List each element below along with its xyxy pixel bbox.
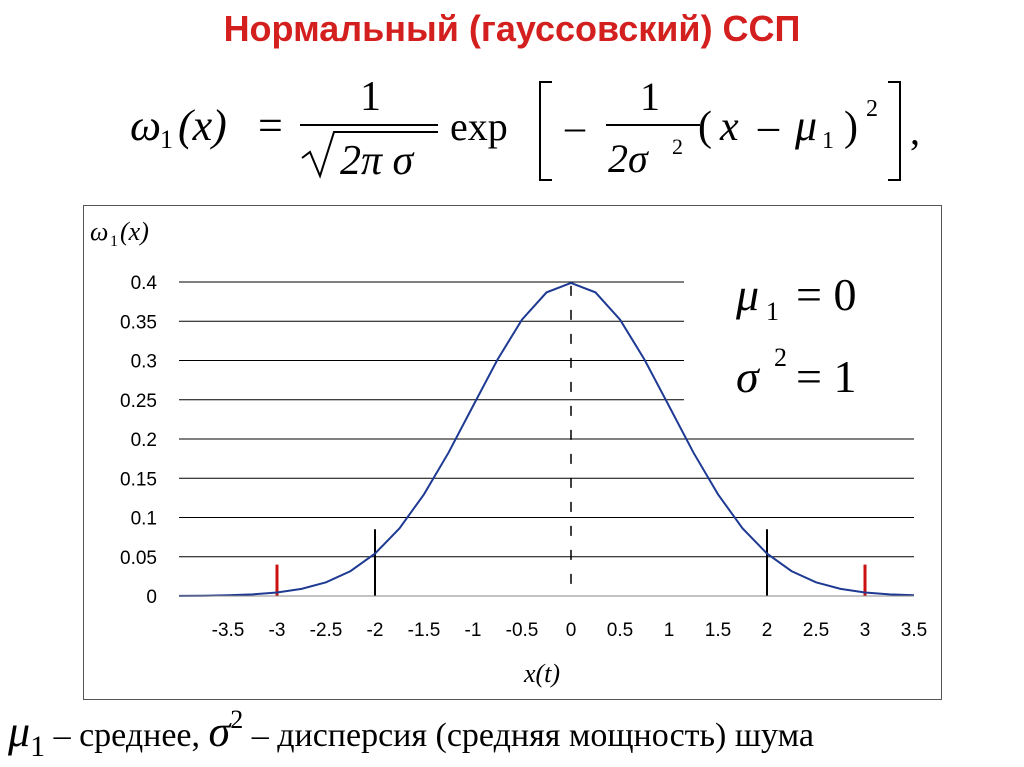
y-tick-label: 0.25 <box>120 391 157 412</box>
x-tick-label: 2 <box>762 620 773 641</box>
x-tick-label: 3 <box>860 620 871 641</box>
annotation-mu-eq: = 0 <box>796 269 856 320</box>
y-tick-label: 0.4 <box>131 273 158 294</box>
caption-mu-sub: 1 <box>30 730 46 763</box>
y-tick-label: 0.2 <box>131 430 157 451</box>
chart-grid <box>179 281 914 558</box>
x-tick-label: 1.5 <box>705 620 731 641</box>
y-axis-label-sub: 1 <box>110 233 118 250</box>
formula-equals: = <box>258 101 283 150</box>
formula-sqrt-content: 2π σ <box>340 138 416 184</box>
formula-bracket-left <box>539 81 552 181</box>
formula-svg: ω 1 (x) = 1 2π σ exp – 1 2σ 2 ( x – μ 1 … <box>130 74 920 184</box>
y-tick-label: 0 <box>146 587 157 608</box>
caption: μ1 – среднее, σ2 – дисперсия (средняя мо… <box>8 705 1018 764</box>
chart-frame: 0 0.05 0.1 0.15 0.2 0.25 0.3 0.35 0.4 -3.5 -3 -2.5… <box>83 205 942 700</box>
annotation-mu-sub: 1 <box>766 297 779 326</box>
x-tick-label: 0.5 <box>607 620 633 641</box>
x-tick-label: 2.5 <box>803 620 829 641</box>
formula-paren-open: ( <box>698 104 712 150</box>
x-axis-label: x(t) <box>523 659 560 688</box>
x-tick-label: -2.5 <box>310 620 343 641</box>
formula-lhs-arg: (x) <box>178 101 227 150</box>
annotation-sigma-sup: 2 <box>774 343 787 372</box>
y-tick-labels: 0 0.05 0.1 0.15 0.2 0.25 0.3 0.35 0.4 <box>120 273 157 608</box>
annotation-mu: μ <box>735 269 759 320</box>
chart-markers <box>275 285 867 596</box>
formula-mu-sub: 1 <box>822 128 834 154</box>
formula-paren-close: ) <box>844 104 858 150</box>
y-tick-label: 0.15 <box>120 469 157 490</box>
y-tick-label: 0.3 <box>131 352 157 373</box>
y-tick-label: 0.05 <box>120 548 157 569</box>
formula-x: x <box>719 104 739 150</box>
formula-inner-denominator: 2σ <box>608 136 649 181</box>
formula-exp: exp <box>450 104 508 149</box>
formula-bracket-right <box>888 81 901 181</box>
formula-omega-sub: 1 <box>160 125 173 154</box>
x-tick-label: -1.5 <box>408 620 441 641</box>
formula-power: 2 <box>866 96 878 122</box>
x-tick-label: 3.5 <box>901 620 927 641</box>
gaussian-curve <box>178 281 915 597</box>
annotation-sigma: σ <box>736 351 761 402</box>
chart-svg: 0 0.05 0.1 0.15 0.2 0.25 0.3 0.35 0.4 -3.5 -3 -2.5… <box>90 217 928 688</box>
caption-sigma-sup: 2 <box>230 705 244 734</box>
formula-omega: ω <box>130 101 161 150</box>
formula-inner-minus: – <box>757 104 780 150</box>
x-tick-label: -3.5 <box>212 620 245 641</box>
x-tick-label: -2 <box>367 620 384 641</box>
x-tick-label: 0 <box>566 620 577 641</box>
formula-sqrt-sign <box>301 131 438 179</box>
caption-variance-text: – дисперсия (средняя мощность) шума <box>243 717 814 754</box>
formula-numerator: 1 <box>360 74 381 120</box>
caption-mean-text: – среднее, <box>45 717 209 754</box>
formula-inner-denominator-sup: 2 <box>672 134 683 159</box>
y-tick-label: 0.1 <box>131 509 157 530</box>
y-axis-label-symbol: ω <box>90 217 108 246</box>
annotation-sigma-eq: = 1 <box>796 351 856 402</box>
formula-mu: μ <box>794 101 817 150</box>
y-axis-label-arg: (x) <box>120 217 149 246</box>
formula-trailing-comma: , <box>910 108 920 153</box>
gaussian-formula: ω 1 (x) = 1 2π σ exp – 1 2σ 2 ( x – μ 1 … <box>120 70 960 188</box>
x-tick-label: -3 <box>269 620 286 641</box>
y-tick-label: 0.35 <box>120 312 157 333</box>
x-tick-label: 1 <box>664 620 675 641</box>
formula-minus: – <box>564 104 586 149</box>
x-tick-label: -1 <box>465 620 482 641</box>
caption-mu: μ <box>8 707 31 756</box>
caption-sigma: σ <box>208 707 231 756</box>
x-tick-labels: -3.5 -3 -2.5 -2 -1.5 -1 -0.5 0 0.5 1 1.5 2 2.5 3 3.5 <box>212 620 928 641</box>
formula-inner-numerator: 1 <box>640 74 660 119</box>
slide-title: Нормальный (гауссовский) ССП <box>223 8 801 49</box>
x-tick-label: -0.5 <box>506 620 539 641</box>
